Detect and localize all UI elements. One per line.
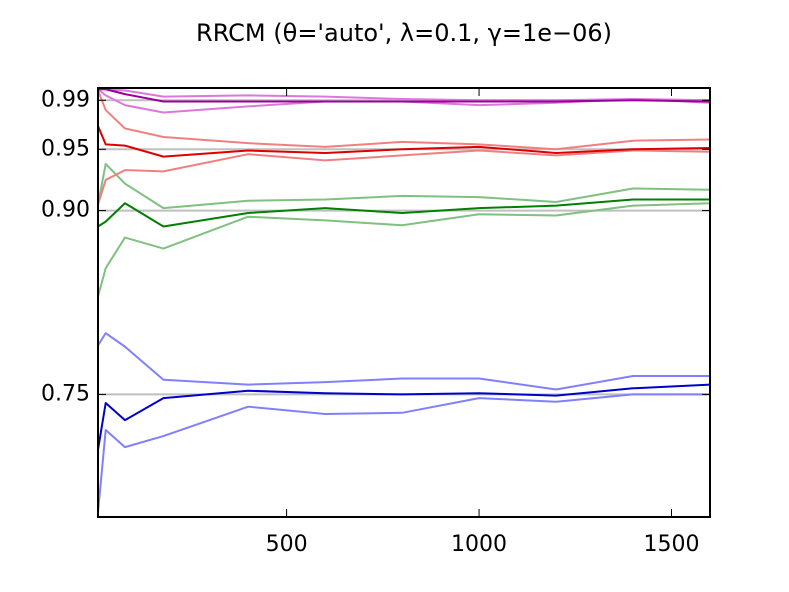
y-tick-label: 0.90 xyxy=(41,198,90,223)
lines xyxy=(97,88,711,513)
x-tick-label: 1000 xyxy=(451,532,507,557)
series-line xyxy=(97,198,710,228)
series-line xyxy=(97,393,710,513)
series-line xyxy=(97,383,711,450)
series-line xyxy=(97,332,710,391)
plot-frame xyxy=(97,87,711,518)
x-tick-label: 1500 xyxy=(644,532,700,557)
series-line xyxy=(97,90,711,151)
series-line xyxy=(98,88,711,103)
y-tick-label: 0.99 xyxy=(41,87,90,112)
chart-title: RRCM (θ='auto', λ=0.1, γ=1e−06) xyxy=(196,19,612,47)
grid xyxy=(98,99,710,396)
series-line xyxy=(97,202,711,297)
series-line xyxy=(97,162,711,210)
y-tick-label: 0.95 xyxy=(41,136,90,161)
series-line xyxy=(97,125,711,158)
series-line xyxy=(97,149,711,205)
series-line xyxy=(98,88,711,102)
y-tick-label: 0.75 xyxy=(41,381,90,406)
x-tick-label: 500 xyxy=(266,532,308,557)
